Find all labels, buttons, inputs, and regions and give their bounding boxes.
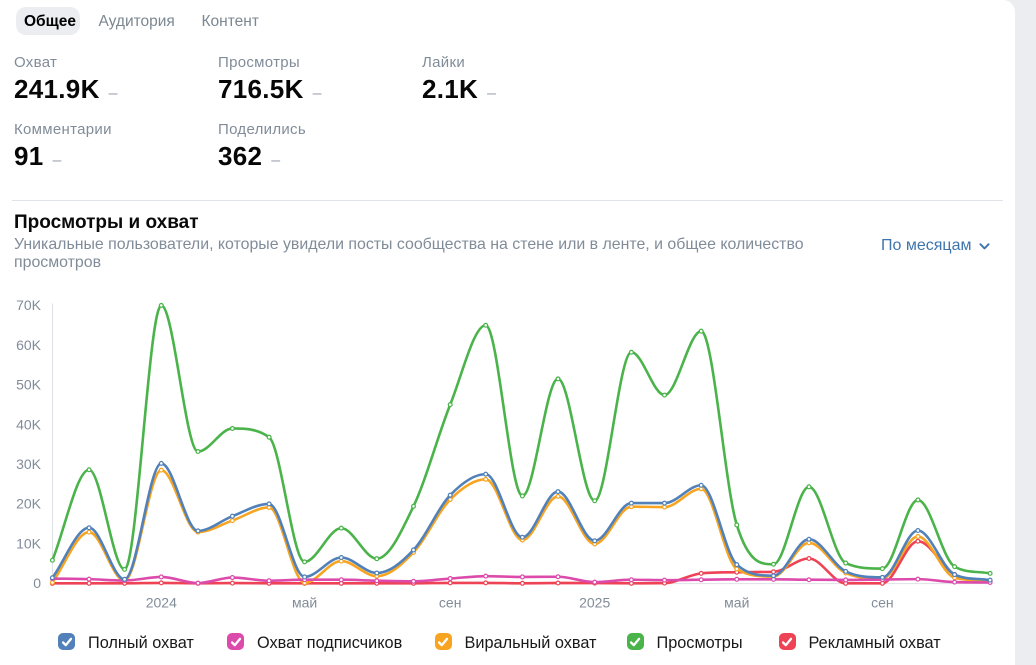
svg-text:2025: 2025	[579, 595, 610, 611]
svg-text:0: 0	[33, 575, 41, 591]
svg-text:2024: 2024	[146, 595, 177, 611]
svg-text:май: май	[724, 595, 749, 611]
svg-text:10K: 10K	[16, 535, 42, 551]
svg-text:сен: сен	[439, 595, 462, 611]
svg-text:20K: 20K	[16, 496, 42, 512]
svg-text:сен: сен	[871, 595, 894, 611]
svg-text:60K: 60K	[16, 337, 42, 353]
svg-text:30K: 30K	[16, 456, 42, 472]
svg-text:50K: 50K	[16, 377, 42, 393]
svg-text:май: май	[292, 595, 317, 611]
svg-text:40K: 40K	[16, 416, 42, 432]
svg-text:70K: 70K	[16, 297, 42, 313]
